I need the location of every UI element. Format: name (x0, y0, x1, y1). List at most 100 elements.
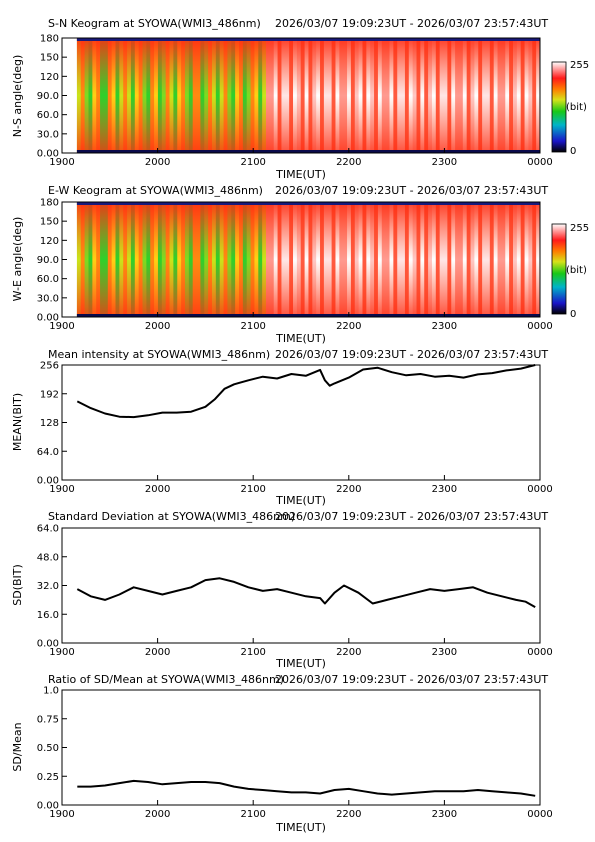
panel-sn-keogram: S-N Keogram at SYOWA(WMI3_486nm) 2026/03… (11, 17, 589, 181)
sn-keogram-nodata (62, 38, 77, 153)
ratio-ytick-label: 0.00 (37, 801, 59, 812)
sn-keogram-ytick-label: 0.00 (37, 149, 59, 160)
sd-line (76, 577, 536, 608)
ew-keogram-time-range: 2026/03/07 19:09:23UT - 2026/03/07 23:57… (275, 184, 548, 197)
mean-ytick-label: 256 (40, 361, 59, 372)
sn-colorbar-min: 0 (570, 146, 576, 157)
sd-ytick-label: 64.0 (37, 524, 59, 535)
sd-xtick-label: 2100 (240, 647, 265, 658)
ew-keogram-top-band (76, 202, 540, 205)
sd-ytick-label: 0.00 (37, 639, 59, 650)
sn-keogram-xlabel: TIME(UT) (275, 168, 326, 181)
ratio-xlabel: TIME(UT) (275, 821, 326, 834)
ew-keogram-ytick-label: 150 (40, 217, 59, 228)
mean-title: Mean intensity at SYOWA(WMI3_486nm) (48, 348, 270, 361)
mean-xtick-label: 2300 (432, 484, 457, 495)
sn-keogram-xtick-label: 2000 (145, 157, 170, 168)
sd-xtick-label: 2300 (432, 647, 457, 658)
sd-frame (61, 527, 541, 644)
sd-ytick-label: 16.0 (37, 610, 59, 621)
mean-ytick-label: 64.0 (37, 447, 59, 458)
sd-ylabel: SD(BIT) (11, 564, 24, 606)
mean-series (76, 364, 536, 419)
sn-keogram-x-ticks: 1900 2000 2100 2200 2300 0000 (49, 148, 553, 168)
sn-keogram-ylabel: N-S angle(deg) (11, 55, 24, 138)
sn-keogram-colorbar: 255 (bit) 0 (551, 60, 589, 157)
ratio-ytick-label: 1.0 (43, 686, 59, 697)
ratio-y-ticks: 0.00 0.25 0.50 0.75 1.0 (37, 686, 67, 812)
ratio-xtick-label: 2200 (336, 809, 361, 820)
mean-xtick-label: 1900 (49, 484, 74, 495)
mean-xtick-label: 2100 (240, 484, 265, 495)
ew-keogram-xtick-label: 2200 (336, 321, 361, 332)
sn-keogram-ytick-label: 90.0 (37, 91, 59, 102)
ratio-x-ticks: 1900 2000 2100 2200 2300 0000 (49, 800, 553, 820)
sn-keogram-ytick-label: 150 (40, 53, 59, 64)
sd-xtick-label: 2200 (336, 647, 361, 658)
mean-y-ticks: 0.00 64.0 128 192 256 (37, 361, 67, 487)
ratio-line (77, 779, 536, 797)
ew-keogram-ytick-label: 180 (40, 198, 59, 209)
sn-keogram-ytick-label: 180 (40, 34, 59, 45)
sn-keogram-image (62, 38, 541, 153)
ew-keogram-edge-shade (76, 202, 540, 317)
ew-keogram-xtick-label: 0000 (527, 321, 552, 332)
sd-y-ticks: 0.00 16.0 32.0 48.0 64.0 (37, 524, 67, 650)
mean-frame (61, 364, 541, 481)
ratio-ylabel: SD/Mean (11, 722, 24, 771)
sn-keogram-xtick-label: 2300 (432, 157, 457, 168)
sn-colorbar-max: 255 (570, 60, 589, 71)
sd-time-range: 2026/03/07 19:09:23UT - 2026/03/07 23:57… (275, 510, 548, 523)
sd-x-ticks: 1900 2000 2100 2200 2300 0000 (49, 638, 553, 658)
sd-ytick-label: 32.0 (37, 581, 59, 592)
ew-keogram-image (62, 202, 541, 317)
sn-keogram-ytick-label: 120 (40, 72, 59, 83)
sd-ytick-label: 48.0 (37, 552, 59, 563)
sd-xtick-label: 1900 (49, 647, 74, 658)
ew-colorbar-min: 0 (570, 309, 576, 320)
mean-xtick-label: 2200 (336, 484, 361, 495)
ratio-ytick-label: 0.25 (37, 772, 59, 783)
sn-keogram-bottom-band (76, 150, 540, 153)
sn-keogram-xtick-label: 1900 (49, 157, 74, 168)
ew-keogram-ytick-label: 90.0 (37, 255, 59, 266)
ew-keogram-nodata (62, 202, 77, 317)
ratio-xtick-label: 2300 (432, 809, 457, 820)
mean-xtick-label: 2000 (145, 484, 170, 495)
ew-keogram-ylabel: W-E angle(deg) (11, 217, 24, 302)
ratio-xtick-label: 2000 (145, 809, 170, 820)
ratio-ytick-label: 0.75 (37, 714, 59, 725)
ratio-xtick-label: 1900 (49, 809, 74, 820)
sn-keogram-title: S-N Keogram at SYOWA(WMI3_486nm) (48, 17, 261, 30)
sn-keogram-xtick-label: 2200 (336, 157, 361, 168)
ew-keogram-title: E-W Keogram at SYOWA(WMI3_486nm) (48, 184, 263, 197)
ew-keogram-xtick-label: 2300 (432, 321, 457, 332)
sn-colorbar-gradient (551, 61, 567, 153)
ew-keogram-xlabel: TIME(UT) (275, 332, 326, 345)
ew-keogram-xtick-label: 1900 (49, 321, 74, 332)
mean-ytick-label: 0.00 (37, 476, 59, 487)
ratio-ytick-label: 0.50 (37, 743, 59, 754)
mean-ytick-label: 128 (40, 418, 59, 429)
sn-keogram-time-range: 2026/03/07 19:09:23UT - 2026/03/07 23:57… (275, 17, 548, 30)
ratio-series (77, 779, 536, 797)
sn-keogram-y-ticks: 0.00 30.0 60.0 90.0 120 150 180 (37, 34, 67, 160)
mean-xtick-label: 0000 (527, 484, 552, 495)
sn-keogram-xtick-label: 2100 (240, 157, 265, 168)
sd-xtick-label: 0000 (527, 647, 552, 658)
panel-ew-keogram: E-W Keogram at SYOWA(WMI3_486nm) 2026/03… (11, 184, 589, 345)
ew-colorbar-gradient (551, 223, 567, 315)
mean-line (76, 364, 536, 419)
ew-keogram-colorbar: 255 (bit) 0 (551, 223, 589, 320)
ew-keogram-bottom-band (76, 314, 540, 317)
ew-keogram-ytick-label: 120 (40, 236, 59, 247)
ew-colorbar-max: 255 (570, 223, 589, 234)
ew-keogram-xtick-label: 2000 (145, 321, 170, 332)
sd-series (76, 577, 536, 608)
ew-keogram-xtick-label: 2100 (240, 321, 265, 332)
sd-title: Standard Deviation at SYOWA(WMI3_486nm) (48, 510, 295, 523)
sn-colorbar-unit: (bit) (566, 102, 587, 113)
sn-keogram-top-band (76, 38, 540, 41)
sd-xtick-label: 2000 (145, 647, 170, 658)
